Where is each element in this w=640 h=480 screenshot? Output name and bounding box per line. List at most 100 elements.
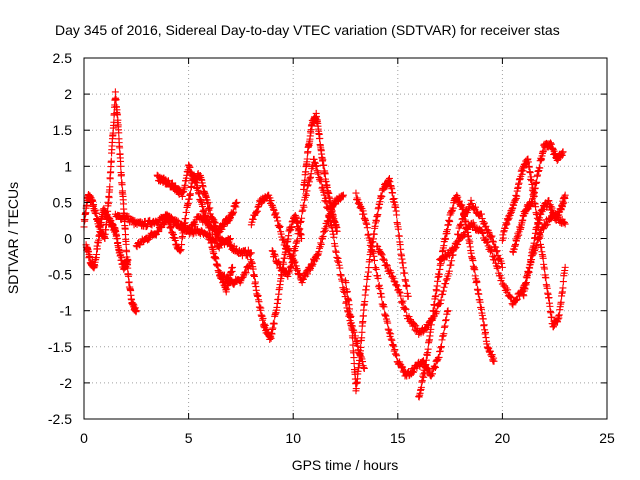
- data-point: [390, 342, 398, 350]
- data-point: [303, 155, 311, 163]
- data-point: [490, 253, 498, 261]
- data-point: [296, 270, 304, 278]
- data-point: [288, 224, 296, 232]
- data-point: [226, 235, 234, 242]
- data-point: [380, 255, 388, 263]
- data-point: [293, 236, 301, 244]
- data-point: [513, 296, 521, 304]
- data-point: [249, 265, 257, 273]
- data-point: [272, 209, 280, 217]
- data-point: [478, 228, 486, 236]
- data-point: [399, 363, 407, 371]
- data-point: [132, 307, 140, 315]
- data-point: [342, 279, 350, 287]
- data-point: [490, 357, 498, 365]
- data-point: [349, 334, 357, 342]
- data-point: [349, 341, 357, 349]
- data-point: [436, 347, 444, 355]
- data-point: [293, 238, 301, 246]
- data-point: [337, 272, 345, 280]
- data-point: [333, 227, 341, 235]
- data-point: [249, 215, 257, 223]
- data-point: [289, 258, 297, 266]
- y-tick-label: -1.5: [48, 339, 72, 355]
- data-point: [400, 367, 408, 375]
- data-point: [252, 209, 260, 217]
- data-point: [401, 269, 409, 277]
- data-point: [446, 218, 454, 226]
- data-point: [315, 244, 323, 252]
- data-point: [107, 157, 115, 165]
- data-point: [319, 232, 327, 240]
- data-point: [255, 202, 263, 210]
- axis-ticks: 0 5 10 15 20 25 -2.5 -2 -1.5 -1 -0.5 0 0.5 1 1.5 2 2.5: [48, 50, 615, 446]
- data-point: [191, 221, 199, 229]
- data-point: [419, 357, 427, 365]
- data-point: [118, 254, 126, 262]
- data-point: [232, 245, 240, 253]
- x-tick-label: 15: [390, 430, 406, 446]
- data-point: [499, 234, 507, 242]
- data-point: [454, 240, 462, 248]
- data-point: [384, 319, 392, 327]
- data-point: [314, 170, 322, 178]
- data-point: [405, 313, 413, 321]
- data-point: [292, 239, 300, 247]
- data-point: [428, 370, 436, 378]
- data-point: [314, 168, 322, 176]
- data-point: [420, 373, 428, 381]
- data-point: [359, 207, 367, 215]
- data-point: [242, 269, 250, 277]
- data-point: [339, 191, 347, 199]
- data-point: [398, 298, 406, 306]
- data-point: [291, 247, 299, 255]
- y-tick-label: 1: [64, 158, 72, 174]
- data-point: [124, 256, 132, 264]
- data-point: [334, 254, 342, 262]
- data-point: [478, 215, 486, 223]
- data-point: [383, 262, 391, 270]
- data-point: [286, 267, 294, 275]
- data-point: [211, 238, 219, 246]
- data-point: [395, 288, 403, 296]
- data-point: [273, 214, 281, 222]
- data-point: [188, 222, 196, 230]
- data-point: [363, 224, 371, 232]
- data-point: [424, 345, 432, 353]
- data-point: [115, 129, 123, 137]
- data-point: [313, 162, 321, 170]
- data-point: [442, 316, 450, 324]
- data-point: [361, 215, 369, 223]
- data-point: [480, 219, 488, 227]
- data-point: [504, 286, 512, 294]
- data-point: [241, 268, 249, 276]
- data-point: [227, 241, 235, 249]
- data-point: [277, 230, 285, 238]
- data-point: [276, 260, 284, 268]
- data-point: [360, 364, 368, 372]
- data-point: [343, 287, 351, 295]
- data-point: [284, 267, 292, 275]
- data-point: [306, 266, 314, 274]
- data-point: [506, 292, 514, 300]
- data-point: [447, 261, 455, 269]
- data-point: [357, 343, 365, 351]
- data-point: [512, 297, 520, 305]
- data-point: [372, 264, 380, 272]
- data-point: [440, 283, 448, 291]
- data-point: [442, 276, 450, 284]
- data-point: [409, 368, 417, 376]
- data-point: [394, 225, 402, 233]
- data-point: [498, 263, 506, 271]
- data-point: [435, 353, 443, 361]
- data-point: [389, 341, 397, 349]
- y-tick-label: -1: [60, 303, 73, 319]
- data-point: [376, 285, 384, 293]
- data-point: [381, 310, 389, 318]
- data-point: [473, 278, 481, 286]
- data-point: [482, 222, 490, 230]
- data-point: [275, 223, 283, 231]
- data-point: [313, 167, 321, 175]
- data-point: [387, 269, 395, 277]
